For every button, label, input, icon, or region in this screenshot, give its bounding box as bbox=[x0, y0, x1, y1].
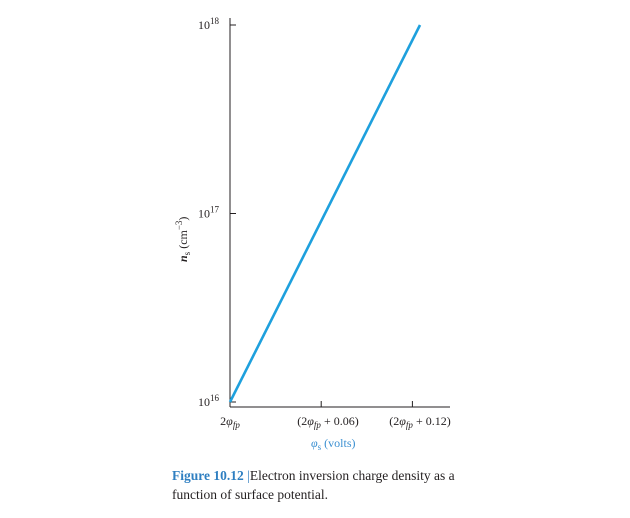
caption-separator: | bbox=[247, 468, 250, 483]
caption-number: Figure 10.12 bbox=[172, 468, 244, 483]
y-tick-label: 1018 bbox=[198, 16, 220, 32]
x-ticks: 2φfp (2φfp + 0.06) (2φfp + 0.12) bbox=[220, 401, 451, 430]
x-tick-label: (2φfp + 0.06) bbox=[297, 414, 358, 430]
y-tick-label: 1017 bbox=[198, 205, 220, 221]
axes bbox=[229, 18, 450, 408]
y-tick-label: 1016 bbox=[198, 393, 220, 409]
caption-text: Electron inversion charge density as a f… bbox=[172, 468, 455, 502]
x-tick-label: (2φfp + 0.12) bbox=[389, 414, 450, 430]
chart-canvas: 1016 1017 1018 2φfp (2φfp + 0.06) (2φfp + 0.… bbox=[174, 16, 451, 452]
x-axis-label: φs (volts) bbox=[311, 436, 356, 452]
y-axis-label: ns (cm−3) bbox=[174, 217, 192, 262]
series-line bbox=[228, 24, 422, 403]
x-tick-label: 2φfp bbox=[220, 414, 240, 430]
y-ticks: 1016 1017 1018 bbox=[198, 16, 236, 409]
figure-caption: Figure 10.12 |Electron inversion charge … bbox=[172, 466, 472, 504]
series-layer bbox=[228, 24, 422, 403]
